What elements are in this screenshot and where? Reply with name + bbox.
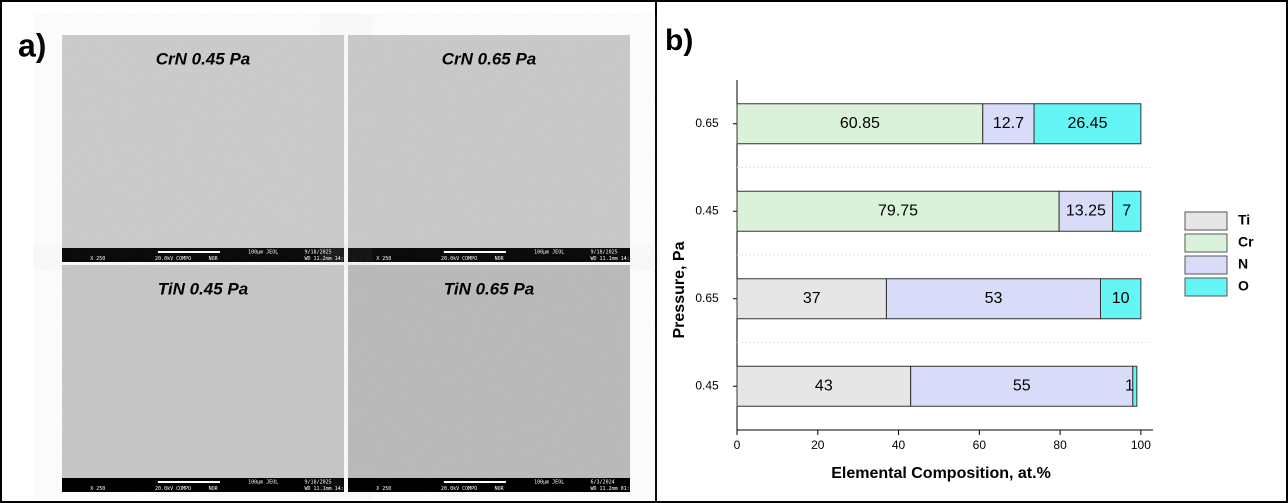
y-tick-label: 0.45 [695, 378, 719, 392]
image-title: TiN 0.45 Pa [158, 279, 248, 298]
panel-label: a) [18, 27, 46, 63]
info-text: 20.0kV COMPO [441, 256, 477, 262]
info-text: 100µm JEOL [248, 480, 278, 486]
info-text: 20.0kV COMPO [441, 486, 477, 492]
info-text: NOR [495, 486, 505, 492]
legend-swatch [1184, 211, 1228, 231]
info-bar [62, 248, 344, 262]
info-text: NOR [209, 256, 219, 262]
image-title: CrN 0.65 Pa [442, 49, 537, 68]
bar-segment [910, 365, 1134, 407]
info-bar [348, 248, 630, 262]
info-text: WD 11.2mm 14:14:17 [305, 256, 359, 262]
bar-segment [982, 103, 1035, 145]
y-tick-label: 0.65 [695, 116, 719, 130]
data-label: 13.25 [1066, 202, 1106, 219]
info-bar [348, 478, 630, 492]
data-label: 10 [1112, 290, 1130, 307]
info-text: X 250 [376, 486, 391, 492]
x-tick-label: 60 [973, 438, 987, 452]
info-text: NOR [209, 486, 219, 492]
panel-label: b) [665, 24, 693, 57]
info-text: X 250 [376, 256, 391, 262]
info-text: 20.0kV COMPO [155, 256, 191, 262]
bar-segment [1099, 278, 1142, 320]
bar-segment [885, 278, 1101, 320]
image-title: TiN 0.65 Pa [444, 279, 534, 298]
data-label: 1 [1125, 377, 1134, 394]
data-label: 7 [1122, 202, 1131, 219]
info-text: 100µm JEOL [534, 250, 564, 256]
info-text: 9/18/2025 [305, 250, 332, 256]
info-text: X 250 [90, 256, 105, 262]
info-text: X 250 [90, 486, 105, 492]
info-text: 20.0kV COMPO [155, 486, 191, 492]
sem-noise [62, 35, 344, 248]
x-tick-label: 40 [892, 438, 906, 452]
bar-segment [1033, 103, 1142, 145]
data-label: 37 [803, 290, 821, 307]
legend-label: O [1238, 278, 1249, 294]
info-text: WD 11.1mm 14:48:34 [305, 486, 359, 492]
legend-swatch [1184, 255, 1228, 275]
legend-swatch [1184, 277, 1228, 297]
info-text: 9/18/2025 [305, 480, 332, 486]
info-text: NOR [495, 256, 505, 262]
data-label: 43 [815, 377, 833, 394]
info-text: 100µm JEOL [534, 480, 564, 486]
sem-noise [348, 35, 630, 248]
data-label: 26.45 [1067, 115, 1107, 132]
sem-noise [348, 265, 630, 478]
x-tick-label: 80 [1053, 438, 1067, 452]
bar-segment [1112, 190, 1142, 232]
y-tick-label: 0.45 [695, 203, 719, 217]
x-tick-label: 100 [1131, 438, 1151, 452]
bar-segment [736, 365, 912, 407]
bar-segment [736, 278, 887, 320]
bar-segment [1058, 190, 1114, 232]
info-text: 9/18/2025 [591, 250, 618, 256]
y-tick-label: 0.65 [695, 291, 719, 305]
info-text: WD 11.1mm 14:31:50 [591, 256, 645, 262]
x-axis-title: Elemental Composition, at.% [831, 465, 1051, 482]
bar-segment [1132, 365, 1138, 407]
info-bar [62, 478, 344, 492]
legend-label: Ti [1238, 212, 1250, 228]
y-axis-title: Pressure, Pa [671, 241, 688, 338]
data-label: 60.85 [840, 115, 880, 132]
info-text: 100µm JEOL [248, 250, 278, 256]
legend-label: N [1238, 256, 1248, 272]
image-title: CrN 0.45 Pa [156, 49, 251, 68]
sem-noise [62, 265, 344, 478]
data-label: 53 [985, 290, 1003, 307]
data-label: 12.7 [993, 115, 1024, 132]
data-label: 55 [1013, 377, 1031, 394]
info-text: 6/3/2024 [591, 480, 615, 486]
bar-segment [736, 103, 984, 145]
x-tick-label: 20 [811, 438, 825, 452]
data-label: 79.75 [878, 202, 918, 219]
legend-label: Cr [1238, 234, 1254, 250]
legend-swatch [1184, 233, 1228, 253]
info-text: WD 11.2mm 01:15:56 [591, 486, 645, 492]
x-tick-label: 0 [734, 438, 741, 452]
